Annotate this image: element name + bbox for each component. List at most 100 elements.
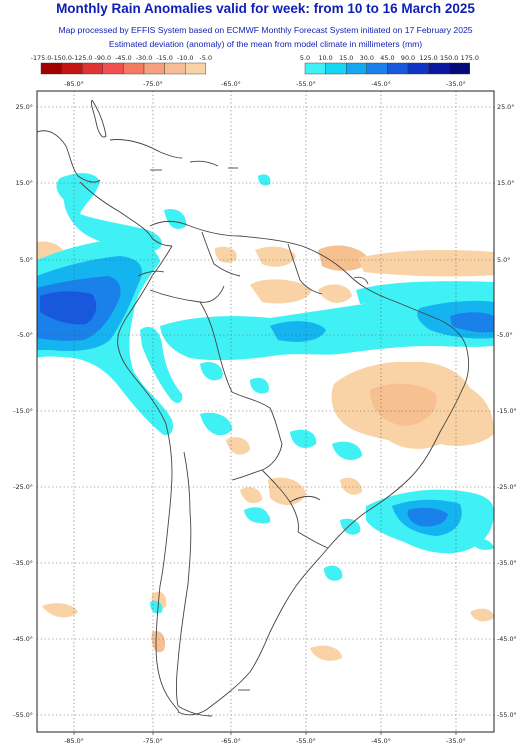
- lat-label-left: 5.0°: [20, 256, 33, 264]
- lon-label-bottom: -35.0°: [446, 737, 466, 745]
- coast-gulf-mexico: [37, 130, 101, 183]
- legend-wet-swatch: [304, 62, 326, 75]
- border-venezuela-guyana: [287, 243, 323, 295]
- legend-dry-label: -90.0: [95, 54, 112, 62]
- legend-wet-swatch: [346, 62, 368, 75]
- dry-area-south-atlantic: [310, 645, 342, 661]
- legend-wet-label: 5.0: [300, 54, 310, 62]
- legend-wet-label: 125.0: [419, 54, 437, 62]
- legend-dry: -175.0 -150.0 -125.0 -90.0 -45.0 -30.0 -15.0 -1…: [31, 54, 212, 75]
- legend-dry-swatch: [40, 62, 62, 75]
- coast-central-america: [79, 181, 173, 247]
- border-ecuador: [137, 270, 165, 277]
- wet-area-caribbean: [56, 173, 162, 252]
- lon-label-top: -85.0°: [64, 80, 84, 88]
- legend-dry-swatch: [184, 62, 206, 75]
- wet-area-mexico-spots: [258, 174, 271, 186]
- dry-area-patagonia-south: [151, 630, 166, 653]
- dry-area-north-brazil: [250, 279, 312, 304]
- coast-cuba: [109, 139, 183, 159]
- lat-label-right: 25.0°: [497, 103, 514, 111]
- border-colombia-venezuela: [201, 231, 241, 277]
- lat-labels-right: 25.0° 15.0° 5.0° -5.0° -15.0° -25.0° -35.0° -45…: [497, 103, 517, 719]
- lon-label-top: -45.0°: [371, 80, 391, 88]
- lon-label-top: -75.0°: [143, 80, 163, 88]
- wet-area-amazon-band: [160, 294, 494, 361]
- legend-dry-swatch: [123, 62, 145, 75]
- legend-wet-labels: 5.0 10.0 15.0 30.0 45.0 90.0 125.0 150.0 175.0: [300, 54, 479, 62]
- wet-area-uruguay-coast: [340, 518, 361, 535]
- dry-area-atlantic-band: [358, 250, 494, 277]
- legend-dry-label: -10.0: [177, 54, 194, 62]
- coast-tierra-del-fuego: [177, 705, 213, 717]
- legend-wet-label: 15.0: [339, 54, 353, 62]
- lat-label-right: -55.0°: [497, 711, 517, 719]
- lon-label-top: -65.0°: [221, 80, 241, 88]
- wet-area-minas: [332, 441, 362, 460]
- legend-wet-swatch: [428, 62, 450, 75]
- wet-area-atlantic-north: [356, 281, 494, 304]
- legend-wet-label: 90.0: [401, 54, 415, 62]
- map-subtitle-processing: Map processed by EFFIS System based on E…: [58, 25, 473, 35]
- lat-label-right: -15.0°: [497, 407, 517, 415]
- legend-dry-swatch: [81, 62, 103, 75]
- legend-wet-swatch: [407, 62, 429, 75]
- lon-labels-top: -85.0° -75.0° -65.0° -55.0° -45.0° -35.0°: [64, 80, 466, 88]
- legend-wet-label: 10.0: [318, 54, 332, 62]
- wet-area-atlantic-small: [470, 538, 494, 550]
- lat-label-left: -55.0°: [13, 711, 33, 719]
- coast-florida: [91, 99, 107, 138]
- coast-hispaniola: [189, 160, 219, 167]
- wet-area-brazil-west: [200, 361, 223, 381]
- legend-wet-label: 175.0: [461, 54, 479, 62]
- dry-area-guiana: [318, 245, 370, 271]
- legend-dry-swatch: [164, 62, 186, 75]
- legend-wet-label: 45.0: [380, 54, 394, 62]
- wet-area-pacific-far: [150, 600, 163, 614]
- legend-dry-label: -125.0: [72, 54, 93, 62]
- wet-area-peru-andes: [140, 326, 183, 403]
- wet-area-nicaragua: [164, 208, 187, 229]
- graticule: [37, 91, 494, 732]
- lat-label-right: -25.0°: [497, 483, 517, 491]
- legend-dry-labels: -175.0 -150.0 -125.0 -90.0 -45.0 -30.0 -15.0 -1…: [31, 54, 212, 62]
- lat-label-right: -45.0°: [497, 635, 517, 643]
- legend-dry-label: -15.0: [156, 54, 173, 62]
- dry-area-atlantic-east: [470, 608, 494, 622]
- wet-area-goias: [290, 429, 317, 448]
- border-peru-brazil: [199, 301, 233, 393]
- dry-area-brazil-south: [340, 477, 362, 495]
- border-brazil-uruguay: [297, 531, 329, 549]
- lon-label-bottom: -85.0°: [64, 737, 84, 745]
- dry-area-northeast-core: [370, 383, 437, 426]
- legend-dry-label: -30.0: [136, 54, 153, 62]
- legend-dry-label: -150.0: [51, 54, 72, 62]
- lat-label-left: -45.0°: [13, 635, 33, 643]
- lon-label-bottom: -45.0°: [371, 737, 391, 745]
- wet-area-central-amazon: [270, 321, 326, 342]
- lon-label-bottom: -55.0°: [296, 737, 316, 745]
- legend-dry-swatches: [40, 62, 206, 75]
- legend-wet-swatch: [387, 62, 409, 75]
- legend-dry-label: -45.0: [115, 54, 132, 62]
- lat-label-right: -35.0°: [497, 559, 517, 567]
- map-panel: [36, 90, 495, 733]
- legend-wet-swatch: [366, 62, 388, 75]
- lat-labels-left: 25.0° 15.0° 5.0° -5.0° -15.0° -25.0° -35.0° -45…: [13, 103, 33, 719]
- wet-area-pacific-south: [250, 510, 271, 524]
- lat-label-left: -5.0°: [17, 331, 33, 339]
- wet-area-amazon-strong: [450, 312, 494, 333]
- lat-label-right: 5.0°: [497, 256, 510, 264]
- legend-dry-label: -175.0: [31, 54, 52, 62]
- legend-wet-swatches: [304, 62, 471, 75]
- lon-label-bottom: -75.0°: [143, 737, 163, 745]
- lat-label-left: -35.0°: [13, 559, 33, 567]
- wet-anomaly-areas: [37, 173, 494, 614]
- wet-area-south-atlantic-strong: [407, 507, 448, 527]
- wet-area-east-pacific-heavy: [40, 291, 97, 325]
- dry-area-pacific-south: [42, 603, 78, 618]
- wet-area-bolivia: [200, 412, 232, 436]
- legend-wet-label: 30.0: [360, 54, 374, 62]
